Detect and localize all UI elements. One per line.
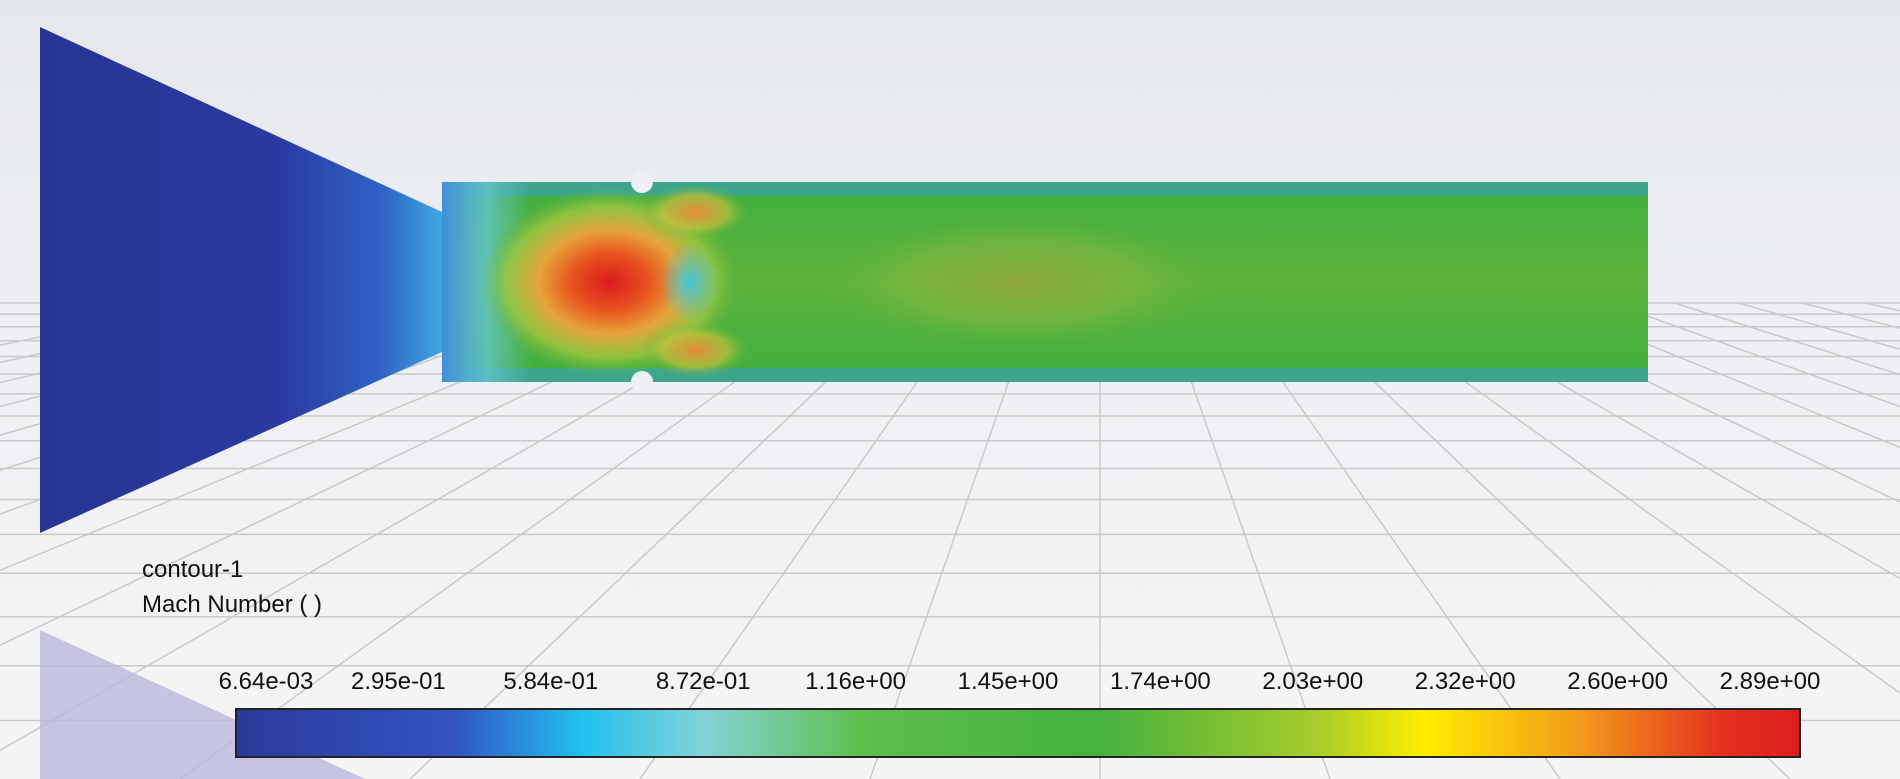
grid-line bbox=[409, 302, 909, 779]
duct-contour bbox=[442, 182, 1648, 382]
colorbar-label: 2.32e+00 bbox=[1415, 668, 1516, 695]
grid-line bbox=[1546, 302, 1900, 449]
grid-line bbox=[1355, 302, 1900, 694]
colorbar-label: 5.84e-01 bbox=[503, 668, 598, 695]
grid-line bbox=[1482, 302, 1900, 503]
colorbar-label: 1.16e+00 bbox=[805, 668, 906, 695]
grid-line bbox=[869, 302, 1037, 779]
grid-line bbox=[639, 302, 973, 779]
grid-line bbox=[179, 302, 845, 779]
colorbar-label: 1.74e+00 bbox=[1110, 668, 1211, 695]
legend-variable: Mach Number ( ) bbox=[142, 591, 322, 618]
colorbar-label: 1.45e+00 bbox=[958, 668, 1059, 695]
colorbar-label: 8.72e-01 bbox=[656, 668, 751, 695]
inlet-cone bbox=[40, 27, 442, 533]
colorbar-label: 2.95e-01 bbox=[351, 668, 446, 695]
colorbar-label: 6.64e-03 bbox=[219, 668, 314, 695]
notch bbox=[631, 371, 653, 393]
grid-line bbox=[0, 302, 654, 572]
grid-line bbox=[0, 302, 718, 647]
grid-line bbox=[1227, 302, 1561, 779]
colorbar bbox=[235, 708, 1801, 758]
colorbar-label: 2.89e+00 bbox=[1720, 668, 1821, 695]
grid-line bbox=[1291, 302, 1791, 779]
colorbar-label: 2.60e+00 bbox=[1567, 668, 1668, 695]
colorbar-labels: 6.64e-03 2.95e-01 5.84e-01 8.72e-01 1.16e+00… bbox=[219, 668, 1821, 695]
colorbar-label: 2.03e+00 bbox=[1262, 668, 1363, 695]
grid-line bbox=[1418, 302, 1900, 580]
grid-line bbox=[0, 302, 334, 384]
grid-line bbox=[1610, 302, 1900, 408]
legend-title: contour-1 bbox=[142, 556, 243, 583]
grid-line bbox=[1163, 302, 1331, 779]
notch bbox=[631, 171, 653, 193]
